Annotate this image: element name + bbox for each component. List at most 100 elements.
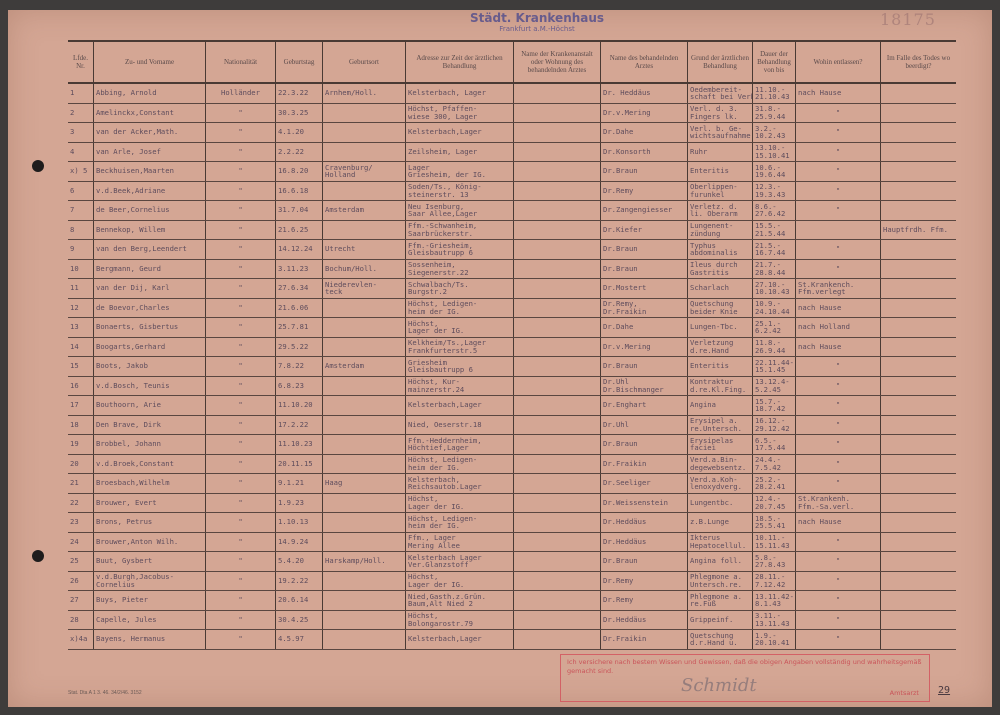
table-row: 18 Den Brave, Dirk " 17.2.22 Nied, Oeserstr.… — [68, 415, 956, 435]
cell-name: van den Berg,Leendert — [93, 240, 205, 259]
cell-treatment-reason: Erysipel a. re.Untersch. — [687, 415, 752, 434]
signature: Schmidt — [681, 675, 757, 696]
cell-birth-place — [322, 318, 405, 337]
cell-hospital — [513, 454, 600, 473]
cell-treatment-reason: Verletzung d.re.Hand — [687, 337, 752, 356]
cell-doctor: Dr.Braun — [600, 435, 687, 454]
cell-birth-place — [322, 103, 405, 122]
cell-address: Nied, Oeserstr.18 — [405, 415, 513, 434]
cell-name: de Boevor,Charles — [93, 298, 205, 317]
cell-name: Broesbach,Wilhelm — [93, 474, 205, 493]
table-row: 21 Broesbach,Wilhelm " 9.1.21 Haag Kelsterbac… — [68, 474, 956, 494]
cell-birth-date: 31.7.04 — [275, 201, 322, 220]
cell-row-number: 21 — [70, 478, 79, 488]
cell-doctor: Dr.v.Mering — [600, 103, 687, 122]
cell-burial-place — [880, 142, 956, 161]
cell-address: Kelsterbach, Reichsautob.Lager — [405, 474, 513, 493]
cell-row-number: 2 — [70, 107, 75, 117]
cell-row-number: x) 5 — [70, 166, 88, 176]
cell-birth-date: 21.6.06 — [275, 298, 322, 317]
cell-treatment-duration: 25.1.- 6.2.42 — [752, 318, 795, 337]
cell-birth-place — [322, 396, 405, 415]
cell-treatment-reason: Ikterus Hepatocellul. — [687, 532, 752, 551]
cell-discharged-to: St.Krankench. Ffm.verlegt — [795, 279, 880, 298]
cell-treatment-reason: Verd.a.Koh- lenoxydverg. — [687, 474, 752, 493]
table-row: 12 de Boevor,Charles " 21.6.06 Höchst, Ledig… — [68, 298, 956, 318]
cell-doctor: Dr.Kiefer — [600, 220, 687, 239]
cell-birth-place — [322, 435, 405, 454]
cell-name: v.d.Broek,Constant — [93, 454, 205, 473]
cell-treatment-duration: 13.12.4- 5.2.45 — [752, 376, 795, 395]
cell-birth-date: 14.9.24 — [275, 532, 322, 551]
form-code: Stat. Dta A 1 3. 46. 34/2/46. 3152 — [68, 690, 142, 696]
table-row: 1 Abbing, Arnold Holländer 22.3.22 Arnhem/Ho… — [68, 84, 956, 104]
cell-row-number: 24 — [70, 536, 79, 546]
cell-discharged-to: " — [795, 415, 880, 434]
cell-address: Höchst, Ledigen- heim der IG. — [405, 298, 513, 317]
cell-discharged-to: nach Hause — [795, 84, 880, 103]
cell-treatment-reason: Grippeinf. — [687, 610, 752, 629]
cell-treatment-reason: Quetschung d.r.Hand u. — [687, 630, 752, 649]
cell-birth-place — [322, 513, 405, 532]
cell-doctor: Dr.Konsorth — [600, 142, 687, 161]
cell-discharged-to: " — [795, 474, 880, 493]
cell-row-number: 20 — [70, 458, 79, 468]
cell-birth-place: Utrecht — [322, 240, 405, 259]
cell-row-number: 6 — [70, 185, 75, 195]
cell-hospital — [513, 298, 600, 317]
header-birth-date: Geburtstag — [275, 42, 322, 82]
cell-discharged-to: " — [795, 201, 880, 220]
cell-doctor: Dr.Remy — [600, 591, 687, 610]
cell-treatment-duration: 15.7.- 18.7.42 — [752, 396, 795, 415]
cell-burial-place — [880, 84, 956, 103]
cell-address: Höchst, Ledigen- heim der IG. — [405, 454, 513, 473]
cell-burial-place — [880, 454, 956, 473]
cell-hospital — [513, 591, 600, 610]
cell-row-number: 13 — [70, 322, 79, 332]
cell-treatment-reason: z.B.Lunge — [687, 513, 752, 532]
cell-doctor: Dr.Braun — [600, 259, 687, 278]
cell-row-number: 16 — [70, 380, 79, 390]
cell-nationality: " — [205, 376, 275, 395]
cell-doctor: Dr.Enghart — [600, 396, 687, 415]
cell-row-number: 25 — [70, 556, 79, 566]
cell-treatment-reason: Enteritis — [687, 162, 752, 181]
cell-row-number: 17 — [70, 400, 79, 410]
cell-row-number: 27 — [70, 595, 79, 605]
cell-doctor: Dr.Remy — [600, 571, 687, 590]
table-row: 22 Brouwer, Evert " 1.9.23 Höchst, Lager der… — [68, 493, 956, 513]
cell-treatment-duration: 10.9.- 24.10.44 — [752, 298, 795, 317]
cell-name: van Arle, Josef — [93, 142, 205, 161]
cell-doctor: Dr.Heddäus — [600, 532, 687, 551]
cell-doctor: Dr.Fraikin — [600, 454, 687, 473]
cell-doctor: Dr.Zangengiesser — [600, 201, 687, 220]
cell-row-number: 7 — [70, 205, 75, 215]
cell-birth-date: 4.1.20 — [275, 123, 322, 142]
cell-doctor: Dr.Braun — [600, 162, 687, 181]
cell-address: Ffm.-Heddernheim, Höchtief,Lager — [405, 435, 513, 454]
cell-treatment-duration: 28.11.- 7.12.42 — [752, 571, 795, 590]
cell-name: Bayens, Hermanus — [93, 630, 205, 649]
cell-discharged-to: nach Hause — [795, 298, 880, 317]
cell-discharged-to: nach Hause — [795, 337, 880, 356]
cell-birth-date: 7.8.22 — [275, 357, 322, 376]
cell-name: Buut, Gysbert — [93, 552, 205, 571]
cell-treatment-reason: Oberlippen- furunkel — [687, 181, 752, 200]
table-row: 9 van den Berg,Leendert " 14.12.24 Utrecht Ff… — [68, 240, 956, 260]
cell-address: Sossenheim, Siegenerstr.22 — [405, 259, 513, 278]
hospital-stamp-line2: Frankfurt a.M.-Höchst — [499, 25, 575, 33]
table-row: 28 Capelle, Jules " 30.4.25 Höchst, Bolongar… — [68, 610, 956, 630]
cell-address: Ffm.-Griesheim, Gleisbautrupp 6 — [405, 240, 513, 259]
cell-birth-date: 29.5.22 — [275, 337, 322, 356]
cell-doctor: Dr.Remy, Dr.Fraikin — [600, 298, 687, 317]
cell-name: Bouthoorn, Arie — [93, 396, 205, 415]
cell-doctor: Dr.Uhl — [600, 415, 687, 434]
header-hospital: Name der Krankenanstalt oder Wohnung des… — [513, 42, 600, 82]
table-row: 8 Bennekop, Willem " 21.6.25 Ffm.-Schwanheim… — [68, 220, 956, 240]
cell-address: Kelsterbach Lager Ver.Glanzstoff — [405, 552, 513, 571]
cell-nationality: " — [205, 435, 275, 454]
cell-birth-place — [322, 220, 405, 239]
cell-treatment-reason: Ileus durch Gastritis — [687, 259, 752, 278]
cell-birth-date: 20.6.14 — [275, 591, 322, 610]
cell-discharged-to: " — [795, 181, 880, 200]
